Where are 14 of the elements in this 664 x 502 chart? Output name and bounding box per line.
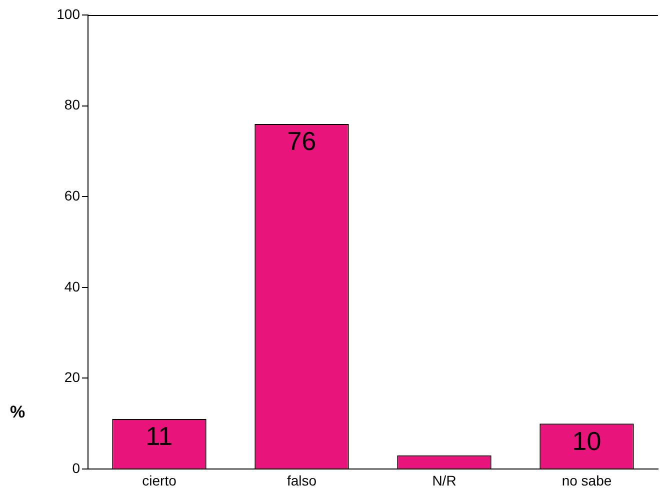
y-tick-label: 100 — [56, 6, 80, 22]
y-axis-title: % — [10, 402, 26, 422]
data-label: 10 — [572, 426, 602, 456]
y-tick-label: 0 — [72, 460, 80, 476]
data-label: 76 — [287, 126, 316, 156]
y-tick-label: 20 — [64, 369, 80, 386]
y-tick-label: 80 — [64, 96, 80, 113]
x-tick-label: N/R — [432, 472, 456, 488]
y-tick-label: 40 — [64, 278, 80, 294]
data-label: 11 — [146, 421, 173, 452]
y-tick-label: 60 — [64, 187, 80, 204]
x-tick-label: falso — [286, 472, 317, 488]
x-tick-label: cierto — [142, 472, 177, 488]
x-tick-label: no sabe — [562, 472, 612, 488]
